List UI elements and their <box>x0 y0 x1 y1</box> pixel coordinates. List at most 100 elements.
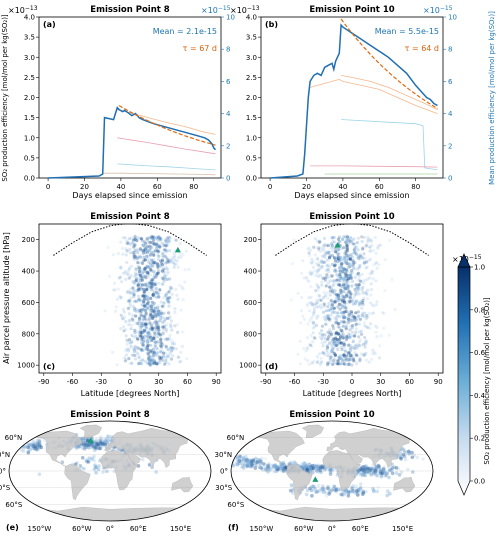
air-parcel-point <box>156 306 160 310</box>
air-parcel-point <box>321 333 325 337</box>
air-parcel-point <box>314 302 318 306</box>
air-parcel-point <box>133 314 138 318</box>
air-parcel-point <box>137 286 141 291</box>
air-parcel-point <box>115 363 119 367</box>
air-parcel-point <box>311 303 315 307</box>
efficiency-map-point <box>241 457 246 461</box>
air-parcel-point <box>341 305 345 309</box>
air-parcel-point <box>362 278 366 282</box>
efficiency-map-point <box>328 467 333 472</box>
air-parcel-point <box>164 317 168 321</box>
efficiency-map-point <box>372 469 377 474</box>
air-parcel-point <box>318 250 322 254</box>
panel-c-title: Emission Point 8 <box>90 212 170 222</box>
efficiency-map-point <box>256 459 261 464</box>
air-parcel-point <box>342 295 347 299</box>
air-parcel-point <box>147 291 151 295</box>
air-parcel-point <box>349 310 354 314</box>
air-parcel-point <box>137 319 141 323</box>
air-parcel-point <box>329 299 333 303</box>
air-parcel-point <box>331 338 335 342</box>
air-parcel-point <box>317 293 321 297</box>
air-parcel-point <box>360 286 364 290</box>
air-parcel-point <box>364 351 368 355</box>
air-parcel-point <box>170 260 174 264</box>
air-parcel-point <box>141 358 145 362</box>
air-parcel-point <box>329 298 333 302</box>
efficiency-map-point <box>369 472 373 476</box>
air-parcel-point <box>352 334 356 338</box>
y-tick-label: 1.5 <box>246 114 257 122</box>
air-parcel-point <box>122 271 126 275</box>
air-parcel-point <box>146 275 150 279</box>
air-parcel-point <box>324 318 328 322</box>
efficiency-map-point <box>238 456 242 460</box>
air-parcel-point <box>325 264 329 268</box>
air-parcel-point <box>324 276 328 280</box>
efficiency-map-point <box>301 466 306 471</box>
air-parcel-point <box>320 260 324 264</box>
air-parcel-point <box>140 303 144 307</box>
air-parcel-point <box>342 362 346 366</box>
efficiency-map-point <box>347 490 351 495</box>
air-parcel-point <box>393 307 397 312</box>
efficiency-map-point <box>281 467 286 471</box>
efficiency-map-point <box>83 445 88 450</box>
air-parcel-point <box>370 270 374 274</box>
air-parcel-point <box>152 295 157 299</box>
air-parcel-point <box>164 244 168 248</box>
air-parcel-point <box>328 333 332 337</box>
efficiency-map-point <box>353 487 357 491</box>
y2-tick-label: 10 <box>448 14 457 22</box>
air-parcel-point <box>134 267 138 271</box>
air-parcel-point <box>158 245 162 249</box>
air-parcel-point <box>129 264 133 268</box>
air-parcel-point <box>341 267 345 271</box>
air-parcel-point <box>150 326 154 330</box>
air-parcel-point <box>171 348 175 352</box>
air-parcel-point <box>346 287 350 292</box>
air-parcel-point <box>152 355 156 359</box>
air-parcel-point <box>320 360 324 364</box>
air-parcel-point <box>322 296 326 300</box>
air-parcel-point <box>360 314 364 318</box>
air-parcel-point <box>154 323 158 327</box>
air-parcel-point <box>134 314 138 318</box>
efficiency-map-point <box>95 446 99 451</box>
air-parcel-point <box>146 295 150 299</box>
air-parcel-point <box>366 235 370 239</box>
air-parcel-point <box>132 255 137 260</box>
air-parcel-point <box>341 336 345 340</box>
air-parcel-point <box>185 357 189 361</box>
air-parcel-point <box>337 247 341 251</box>
air-parcel-point <box>138 287 142 291</box>
air-parcel-point <box>159 356 163 360</box>
efficiency-map-point <box>371 466 376 471</box>
panel-a-title: Emission Point 8 <box>90 5 170 15</box>
efficiency-map-point <box>250 462 254 466</box>
air-parcel-point <box>366 288 370 292</box>
air-parcel-point <box>322 315 326 319</box>
efficiency-map-point <box>95 443 99 447</box>
air-parcel-point <box>330 300 334 304</box>
air-parcel-point <box>128 302 132 306</box>
air-parcel-point <box>174 262 178 266</box>
efficiency-map-point <box>359 490 363 495</box>
air-parcel-point <box>339 328 343 332</box>
air-parcel-point <box>145 248 149 252</box>
efficiency-map-point <box>39 445 44 450</box>
air-parcel-point <box>318 240 322 244</box>
air-parcel-point <box>311 340 315 344</box>
air-parcel-point <box>354 322 358 326</box>
air-parcel-point <box>141 328 145 332</box>
efficiency-map-point <box>102 437 107 442</box>
air-parcel-point <box>133 299 137 303</box>
air-parcel-point <box>346 290 351 294</box>
air-parcel-point <box>154 320 158 324</box>
air-parcel-point <box>317 298 321 302</box>
x-tick-label: -90 <box>260 378 271 386</box>
air-parcel-point <box>148 360 152 364</box>
air-parcel-point <box>149 280 153 284</box>
air-parcel-point <box>155 326 159 330</box>
air-parcel-point <box>167 316 171 321</box>
